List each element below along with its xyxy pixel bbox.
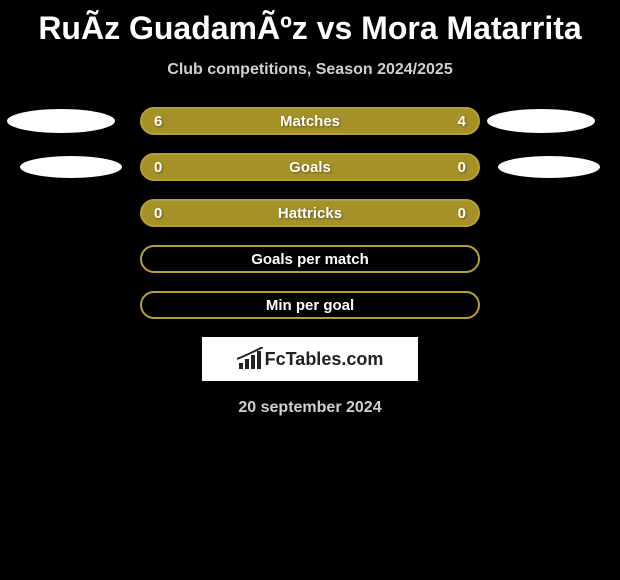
stat-right-value: 0 [458,205,466,222]
ellipse-right-goals [498,156,600,178]
season-subtitle: Club competitions, Season 2024/2025 [0,61,620,79]
stat-label: Min per goal [266,297,354,314]
stat-bar-hattricks: 0 Hattricks 0 [140,199,480,227]
stat-row-goals: 0 Goals 0 [0,153,620,181]
stat-label: Goals [289,159,331,176]
stat-right-value: 4 [458,113,466,130]
logo-label: FcTables.com [265,349,384,370]
logo-text: FcTables.com [237,349,384,370]
ellipse-right-matches [487,109,595,133]
stat-row-hattricks: 0 Hattricks 0 [0,199,620,227]
stat-bar-gpm: Goals per match [140,245,480,273]
date-text: 20 september 2024 [0,399,620,417]
stat-left-value: 0 [154,159,162,176]
stat-bar-mpg: Min per goal [140,291,480,319]
comparison-title: RuÃ­z GuadamÃºz vs Mora Matarrita [0,0,620,47]
ellipse-left-matches [7,109,115,133]
stat-left-value: 6 [154,113,162,130]
ellipse-left-goals [20,156,122,178]
stat-label: Goals per match [251,251,369,268]
stat-bar-matches: 6 Matches 4 [140,107,480,135]
stat-row-gpm: Goals per match [0,245,620,273]
stat-row-mpg: Min per goal [0,291,620,319]
stats-container: 6 Matches 4 0 Goals 0 0 Hattricks 0 Goal… [0,107,620,319]
logo-box: FcTables.com [202,337,418,381]
stat-label: Matches [280,113,340,130]
stat-bar-goals: 0 Goals 0 [140,153,480,181]
stat-right-value: 0 [458,159,466,176]
stat-row-matches: 6 Matches 4 [0,107,620,135]
stat-label: Hattricks [278,205,342,222]
chart-icon [237,349,261,369]
stat-left-value: 0 [154,205,162,222]
